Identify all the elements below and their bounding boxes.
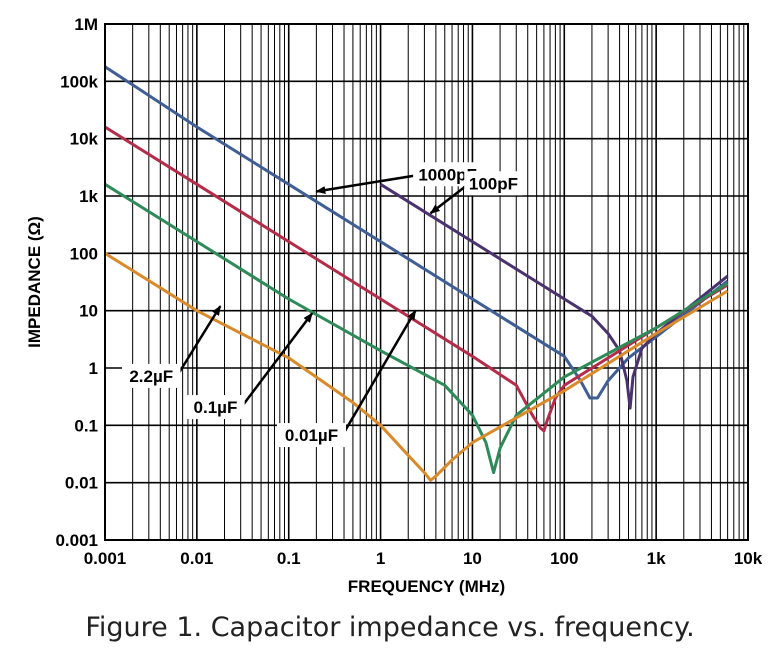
- x-tick-label: 10: [463, 549, 482, 568]
- series-lines: [104, 65, 729, 482]
- annotation-arrow: [315, 174, 418, 194]
- y-tick-label: 10: [79, 302, 98, 321]
- tick-labels: 0.001 0.01 0.1 1 10 100 1k 10k 0.001 0.01 0.1 1 10 10…: [55, 15, 762, 568]
- y-axis-title: IMPEDANCE (Ω): [25, 216, 44, 348]
- svg-text:1000pF: 1000pF: [418, 165, 477, 184]
- y-tick-label: 0.01: [65, 474, 98, 493]
- annotation-arrow: [239, 312, 314, 409]
- figure-caption: Figure 1. Capacitor impedance vs. freque…: [85, 612, 695, 643]
- svg-text:100pF: 100pF: [469, 174, 518, 193]
- y-tick-label: 100: [70, 244, 98, 263]
- annotation-arrow: [175, 305, 222, 378]
- series-line-0.1µF: [104, 183, 729, 475]
- annotation-label: 2.2µF: [121, 363, 181, 388]
- x-tick-label: 0.1: [277, 549, 301, 568]
- y-tick-label: 1M: [74, 15, 98, 34]
- svg-text:0.01µF: 0.01µF: [285, 426, 338, 445]
- annotation-label: 0.01µF: [276, 423, 346, 448]
- x-axis-title: FREQUENCY (MHz): [348, 577, 505, 596]
- series-line-2.2µF: [104, 252, 729, 482]
- y-tick-label: 1k: [79, 187, 98, 206]
- annotation-label: 100pF: [464, 171, 523, 196]
- y-tick-label: 0.1: [74, 416, 98, 435]
- series-line-0.01µF: [104, 125, 729, 433]
- x-tick-label: 0.001: [84, 549, 127, 568]
- y-tick-label: 0.001: [55, 531, 98, 550]
- x-tick-label: 0.01: [180, 549, 213, 568]
- x-tick-label: 1: [376, 549, 385, 568]
- annotation-label: 0.1µF: [186, 395, 245, 420]
- svg-text:2.2µF: 2.2µF: [129, 367, 173, 386]
- x-tick-label: 10k: [734, 549, 763, 568]
- grid-lines: [104, 24, 748, 541]
- annotation-arrow: [340, 309, 417, 437]
- y-tick-label: 10k: [70, 130, 99, 149]
- y-tick-label: 1: [89, 359, 98, 378]
- series-line-100pF: [379, 183, 729, 410]
- annotation-arrow: [429, 183, 469, 215]
- x-tick-label: 1k: [647, 549, 666, 568]
- x-tick-label: 100: [550, 549, 578, 568]
- y-tick-label: 100k: [60, 72, 98, 91]
- svg-text:0.1µF: 0.1µF: [194, 398, 238, 417]
- plot-frame: [104, 23, 749, 541]
